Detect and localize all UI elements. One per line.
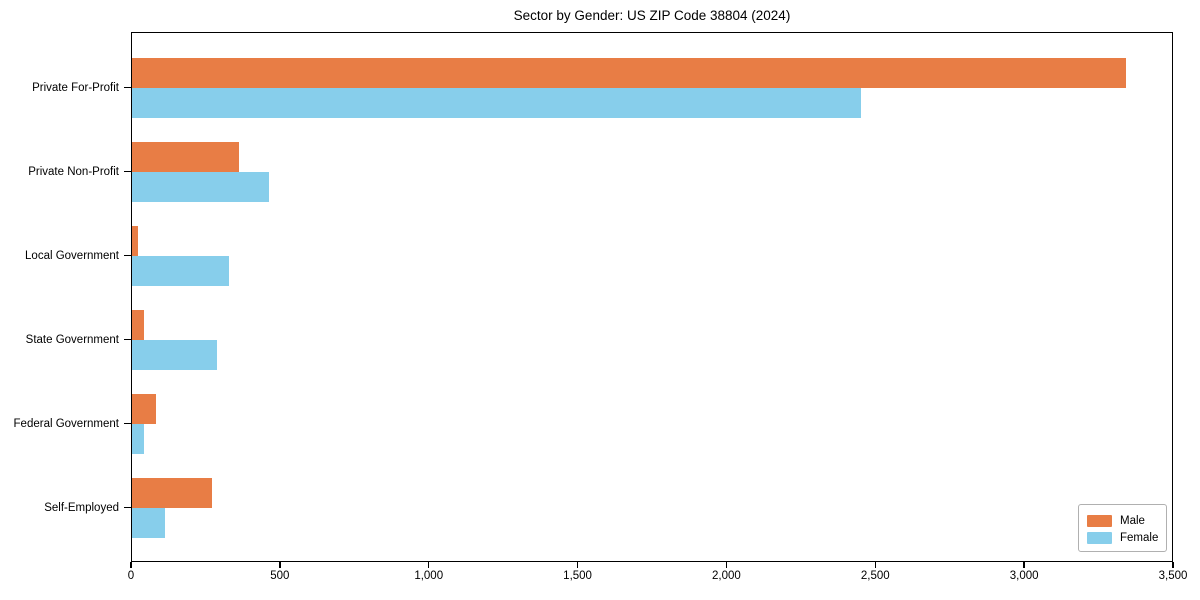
bar-male-2 [132, 226, 138, 256]
y-tick-label-2: Local Government [25, 250, 119, 262]
y-tick-mark-5 [124, 507, 131, 509]
x-tick-label-2: 1,000 [414, 570, 444, 582]
x-tick-label-7: 3,500 [1158, 570, 1188, 582]
y-tick-mark-4 [124, 423, 131, 425]
bar-female-3 [132, 340, 217, 370]
bar-male-4 [132, 394, 157, 424]
bar-male-0 [132, 58, 1127, 88]
bar-female-1 [132, 172, 269, 202]
legend-label-female: Female [1120, 531, 1159, 544]
x-tick-mark-4 [725, 562, 728, 568]
y-tick-mark-0 [124, 87, 131, 89]
x-tick-mark-2 [428, 562, 430, 568]
bar-female-2 [132, 256, 229, 286]
bar-male-5 [132, 478, 213, 508]
x-tick-label-4: 2,000 [712, 570, 741, 582]
y-tick-label-0: Private For-Profit [32, 82, 119, 94]
y-tick-mark-3 [124, 339, 131, 341]
y-tick-label-4: Federal Government [13, 418, 119, 430]
bar-female-5 [132, 508, 165, 538]
y-tick-mark-2 [124, 255, 131, 257]
bar-female-0 [132, 88, 862, 118]
x-tick-label-1: 500 [270, 570, 290, 582]
legend-entry-female: Female [1087, 529, 1166, 546]
male-swatch-icon [1087, 514, 1112, 527]
x-tick-label-5: 2,500 [860, 570, 890, 582]
x-tick-mark-6 [1023, 562, 1025, 568]
plot-area [131, 32, 1173, 562]
y-axis-labels: Private For-Profit Private Non-Profit Loca… [0, 32, 119, 562]
chart-title: Sector by Gender: US ZIP Code 38804 (202… [513, 8, 791, 23]
legend-entry-male: Male [1087, 512, 1166, 529]
y-tick-label-3: State Government [25, 334, 119, 346]
x-tick-mark-1 [279, 562, 281, 568]
y-tick-label-5: Self-Employed [44, 502, 119, 514]
y-tick-mark-1 [124, 171, 131, 173]
female-swatch-icon [1087, 531, 1112, 544]
x-tick-mark-0 [130, 562, 132, 568]
x-tick-label-3: 1,500 [563, 570, 592, 582]
x-tick-mark-7 [1172, 562, 1174, 568]
legend-label-male: Male [1120, 514, 1145, 527]
x-tick-mark-5 [874, 562, 876, 568]
y-tick-label-1: Private Non-Profit [28, 166, 119, 178]
bar-male-3 [132, 310, 145, 340]
x-tick-label-0: 0 [127, 570, 135, 582]
x-tick-label-6: 3,000 [1009, 570, 1039, 582]
bar-male-1 [132, 142, 240, 172]
bar-female-4 [132, 424, 145, 454]
x-tick-mark-3 [576, 562, 579, 568]
legend: Male Female [1078, 504, 1167, 552]
